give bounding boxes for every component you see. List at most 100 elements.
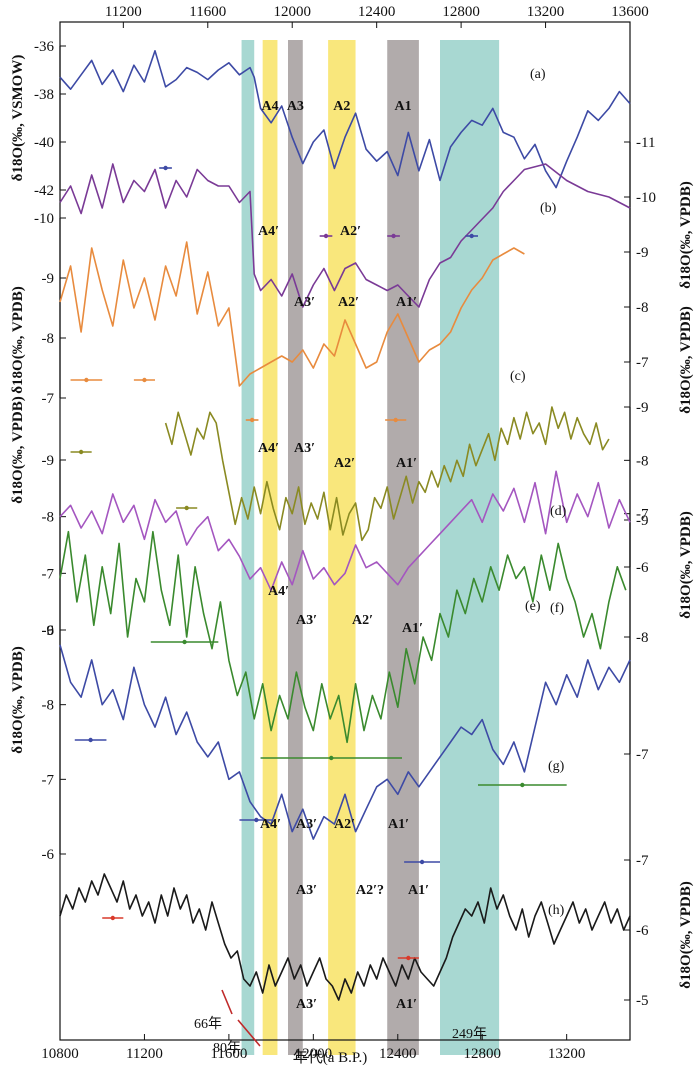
- panel-label-b: (b): [540, 201, 557, 216]
- y-tick-label-a--42: -42: [34, 183, 54, 199]
- series-line-b: [59, 163, 631, 308]
- series-line-f: [59, 530, 627, 744]
- y-title-b: δ18O(‰, VPDB): [678, 181, 694, 289]
- panel-label-f: (f): [550, 601, 564, 616]
- bottom-tick-label-12400: 12400: [379, 1046, 417, 1062]
- y-tick-label-e--9: -9: [42, 453, 55, 469]
- label-b-1: A4′: [258, 224, 279, 239]
- arrow-80: [237, 1019, 261, 1047]
- y-tick-label-d--7: -7: [636, 507, 649, 523]
- band-0: [241, 40, 255, 1055]
- y-tick-label-c--10: -10: [34, 211, 54, 227]
- band-2: [288, 40, 303, 1055]
- panel-label-d: (d): [550, 504, 567, 519]
- band-label-a2: A2: [333, 99, 350, 114]
- label-g-1: A3′: [296, 883, 317, 898]
- y-tick-label-g--8: -8: [42, 698, 55, 714]
- y-tick-label-d--8: -8: [636, 453, 649, 469]
- age-error-point: [110, 915, 115, 921]
- top-tick-label-12400: 12400: [358, 4, 396, 20]
- y-title-h: δ18O(‰, VPDB): [678, 881, 694, 989]
- age-error-point: [469, 233, 474, 239]
- age-error-point: [163, 165, 168, 171]
- label-e-1: A4′: [268, 584, 289, 599]
- label-f-4: A1′: [388, 817, 409, 832]
- y-tick-label-a--38: -38: [34, 87, 54, 103]
- label-d-2: A3′: [294, 441, 315, 456]
- label-e-3: A2′: [352, 613, 373, 628]
- y-title-d: δ18O(‰, VPDB): [678, 306, 694, 414]
- y-tick-label-h--7: -7: [636, 853, 649, 869]
- age-error-point: [419, 859, 425, 865]
- label-g-3: A1′: [408, 883, 429, 898]
- label-h-2: A1′: [396, 997, 417, 1012]
- age-error-point: [393, 417, 398, 423]
- y-title-f: δ18O(‰, VPDB): [678, 511, 694, 619]
- y-title-a: δ18O(‰, VSMOW): [10, 55, 26, 182]
- y-tick-label-c--7: -7: [42, 391, 55, 407]
- label-e-2: A3′: [296, 613, 317, 628]
- y-tick-label-g--6: -6: [42, 847, 55, 863]
- bottom-tick-label-11200: 11200: [126, 1046, 163, 1062]
- top-tick-label-13600: 13600: [611, 4, 649, 20]
- band-4: [387, 40, 419, 1055]
- label-b-2: A2′: [340, 224, 361, 239]
- age-error-point: [78, 449, 84, 455]
- arrow-66: [221, 989, 233, 1015]
- age-error-point: [254, 817, 259, 823]
- label-h-1: A3′: [296, 997, 317, 1012]
- y-title-c: δ18O(‰, VPDB): [10, 286, 26, 394]
- panel-label-a: (a): [530, 67, 546, 82]
- panel-label-g: (g): [548, 759, 565, 774]
- band-label-a4: A4: [261, 99, 278, 114]
- y-title-e: δ18O(‰, VPDB): [10, 396, 26, 504]
- y-tick-label-d--9: -9: [636, 400, 649, 416]
- annotation-249: 249年: [452, 1026, 487, 1042]
- label-c-3: A1′: [396, 295, 417, 310]
- top-tick-label-12000: 12000: [273, 4, 311, 20]
- bottom-tick-label-12000: 12000: [295, 1046, 333, 1062]
- top-tick-label-11600: 11600: [189, 4, 226, 20]
- bottom-tick-label-12800: 12800: [463, 1046, 501, 1062]
- band-3: [328, 40, 356, 1055]
- series-line-e: [59, 470, 631, 592]
- age-error-point: [184, 505, 189, 511]
- annotation-66: 66年: [194, 1016, 222, 1032]
- band-1: [262, 40, 278, 1055]
- series-line-g: [59, 644, 631, 840]
- series-line-h: [59, 873, 631, 1001]
- y-title-g: δ18O(‰, VPDB): [10, 646, 26, 754]
- bottom-tick-label-11600: 11600: [210, 1046, 247, 1062]
- label-f-1: A4′: [260, 817, 281, 832]
- band-label-a3: A3: [287, 99, 304, 114]
- bottom-tick-label-10800: 10800: [41, 1046, 79, 1062]
- y-tick-label-a--40: -40: [34, 135, 54, 151]
- annotation-80: 80年: [213, 1040, 241, 1056]
- age-error-point: [323, 233, 329, 239]
- band-label-a1: A1: [394, 99, 411, 114]
- age-error-point: [249, 417, 255, 423]
- y-tick-label-b--10: -10: [636, 190, 656, 206]
- label-d-3: A2′: [334, 456, 355, 471]
- band-5: [440, 40, 500, 1055]
- label-c-2: A2′: [338, 295, 359, 310]
- y-tick-label-f--9: -9: [636, 513, 649, 529]
- series-line-d: [164, 406, 610, 542]
- top-tick-label-12800: 12800: [442, 4, 480, 20]
- y-tick-label-b--11: -11: [636, 135, 655, 151]
- y-tick-label-c--9: -9: [42, 271, 55, 287]
- label-d-4: A1′: [396, 456, 417, 471]
- y-tick-label-e--8: -8: [42, 510, 55, 526]
- age-error-point: [406, 955, 411, 961]
- top-tick-label-13200: 13200: [527, 4, 565, 20]
- panel-label-e: (e): [525, 599, 541, 614]
- label-g-2: A2′?: [356, 883, 384, 898]
- y-tick-label-e--6: -6: [42, 623, 55, 639]
- y-tick-label-h--5: -5: [636, 993, 649, 1009]
- age-error-point: [88, 737, 93, 743]
- y-tick-label-g--7: -7: [42, 772, 55, 788]
- y-tick-label-h--6: -6: [636, 923, 649, 939]
- age-error-point: [329, 755, 334, 761]
- y-tick-label-b--7: -7: [636, 355, 649, 371]
- y-tick-label-d--6: -6: [636, 560, 649, 576]
